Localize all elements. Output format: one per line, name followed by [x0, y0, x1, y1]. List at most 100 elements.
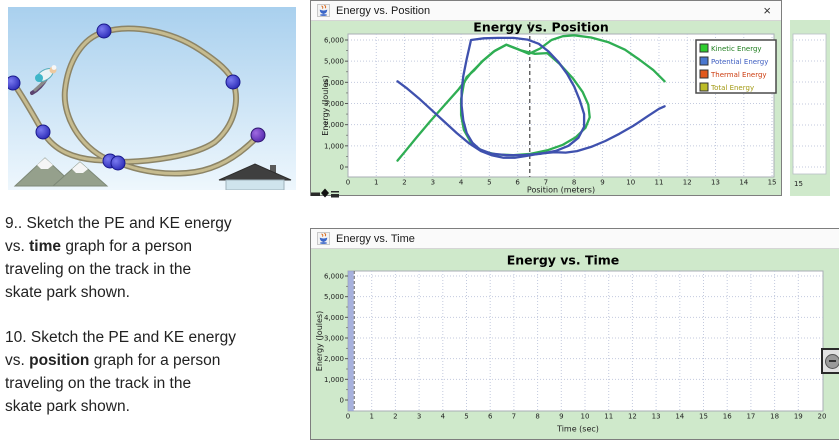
- question-10: 10. Sketch the PE and KE energy vs. posi…: [5, 329, 236, 415]
- x-axis-tick-label: 15: [699, 413, 708, 421]
- x-axis-tick-label: 13: [711, 179, 720, 187]
- question-10-number: 10.: [5, 329, 27, 346]
- question-10-keyword: position: [29, 352, 90, 369]
- x-axis-tick-label: 6: [488, 413, 493, 421]
- y-axis-tick-label: 0: [340, 164, 344, 172]
- chart-title: Energy vs. Position: [473, 20, 608, 35]
- legend-box: [695, 39, 777, 94]
- y-axis-tick-label: 0: [340, 397, 344, 405]
- x-axis-tick-label: 16: [723, 413, 732, 421]
- legend-swatch: [699, 82, 709, 92]
- x-axis-tick-label: 0: [346, 179, 350, 187]
- x-axis-tick-label: 7: [512, 413, 516, 421]
- magnifier-zoom-icon: [824, 353, 839, 369]
- legend-label: Thermal Energy: [710, 71, 767, 79]
- x-axis-label: Position (meters): [527, 186, 595, 195]
- x-axis-tick-label: 10: [626, 179, 635, 187]
- track: [11, 25, 261, 177]
- y-axis-tick-label: 3,000: [324, 334, 344, 342]
- y-axis-label: Energy (Joules): [315, 311, 324, 371]
- x-axis-tick-label: 9: [559, 413, 563, 421]
- y-axis-tick-label: 6,000: [324, 36, 344, 44]
- x-axis-tick-label: 11: [604, 413, 613, 421]
- house: [218, 163, 292, 190]
- y-axis-tick-label: 1,000: [324, 376, 344, 384]
- track-control-point: [96, 23, 112, 39]
- mountains: [13, 157, 109, 187]
- x-axis-tick-label: 10: [581, 413, 590, 421]
- position-window-title: Energy vs. Position: [336, 4, 431, 17]
- graph-zoom-controls-partial[interactable]: [311, 188, 341, 199]
- track-control-point: [110, 155, 126, 171]
- legend-swatch: [699, 56, 709, 66]
- x-axis-tick-label: 3: [431, 179, 435, 187]
- java-coffee-cup-icon: [317, 4, 330, 17]
- track-control-points: [8, 23, 266, 171]
- track-control-point: [250, 127, 266, 143]
- y-axis-tick-label: 3,000: [324, 100, 344, 108]
- legend-label: Kinetic Energy: [711, 45, 762, 53]
- x-axis-tick-label: 13: [652, 413, 661, 421]
- position-window-titlebar[interactable]: Energy vs. Position ×: [311, 1, 781, 21]
- graph-panel-fragment: 15: [790, 20, 830, 196]
- y-axis-tick-label: 2,000: [324, 355, 344, 363]
- x-axis-tick-label: 2: [402, 179, 406, 187]
- x-axis-tick-label: 17: [746, 413, 755, 421]
- x-axis-tick-label: 5: [464, 413, 468, 421]
- y-axis-tick-label: 4,000: [324, 314, 344, 322]
- x-axis-tick-label: 8: [572, 179, 576, 187]
- java-coffee-cup-icon: [317, 232, 330, 245]
- legend-swatch: [699, 69, 709, 79]
- y-axis-tick-label: 1,000: [324, 142, 344, 150]
- x-axis-tick-label: 6: [515, 179, 520, 187]
- time-cursor[interactable]: [348, 271, 354, 411]
- x-axis-tick-label: 5: [487, 179, 491, 187]
- x-axis-tick-label: 15: [768, 179, 777, 187]
- x-axis-tick-label: 20: [818, 413, 827, 421]
- questions-block: 9.. Sketch the PE and KE energy vs. time…: [5, 212, 265, 440]
- x-axis-tick-label: 14: [739, 179, 748, 187]
- x-axis-tick-label: 4: [459, 179, 464, 187]
- graph-zoom-button[interactable]: [821, 348, 839, 374]
- x-axis-label: Time (sec): [556, 425, 599, 434]
- question-9-number: 9..: [5, 215, 23, 232]
- track-control-point: [8, 75, 21, 91]
- y-axis-tick-label: 5,000: [324, 58, 344, 66]
- track-control-point: [225, 74, 241, 90]
- x-axis-tick-label: 12: [628, 413, 637, 421]
- y-axis-tick-label: 5,000: [324, 293, 344, 301]
- energy-vs-position-chart: 0 1 2 3 4 5 6 7 8 9 10 11 12 13 14 1501,0002,0003,0004,…: [321, 20, 777, 195]
- series-potential-energy-loop-: [460, 36, 586, 157]
- skater-figure: [30, 65, 57, 95]
- x-axis-tick-label: 0: [346, 413, 350, 421]
- gridlines: [348, 271, 823, 411]
- x-axis-tick-label: 9: [600, 179, 604, 187]
- x-axis-tick-label: 19: [794, 413, 803, 421]
- y-axis-tick-label: 4,000: [324, 79, 344, 87]
- x-axis-tick-label: 4: [441, 413, 446, 421]
- y-axis-label: Energy (Joules): [321, 75, 330, 135]
- y-axis-tick-label: 2,000: [324, 121, 344, 129]
- energy-vs-time-chart: 0 1 2 3 4 5 6 7 8 9 10 11 12 13 14 15 16 17 18 19 2001,0002,…: [315, 253, 827, 434]
- skate-park-image: [8, 7, 296, 190]
- x-axis-tick-label: 7: [544, 179, 548, 187]
- y-axis-tick-label: 6,000: [324, 272, 344, 280]
- legend-swatch: [699, 43, 709, 53]
- time-window-titlebar[interactable]: Energy vs. Time: [311, 229, 839, 249]
- x-axis-tick-label: 12: [683, 179, 692, 187]
- fragment-axis-tick-label: 15: [794, 180, 803, 188]
- close-icon[interactable]: ×: [763, 3, 771, 18]
- legend-label: Total Energy: [710, 84, 754, 92]
- x-axis-tick-label: 18: [770, 413, 779, 421]
- time-window-title: Energy vs. Time: [336, 232, 415, 245]
- x-axis-tick-label: 3: [417, 413, 421, 421]
- x-axis-tick-label: 8: [535, 413, 539, 421]
- x-axis-tick-label: 1: [374, 179, 378, 187]
- x-axis-tick-label: 1: [369, 413, 373, 421]
- track-control-point: [35, 124, 51, 140]
- x-axis-tick-label: 14: [675, 413, 684, 421]
- legend-label: Potential Energy: [711, 58, 768, 66]
- x-axis-tick-label: 11: [655, 179, 664, 187]
- question-9-keyword: time: [29, 238, 61, 255]
